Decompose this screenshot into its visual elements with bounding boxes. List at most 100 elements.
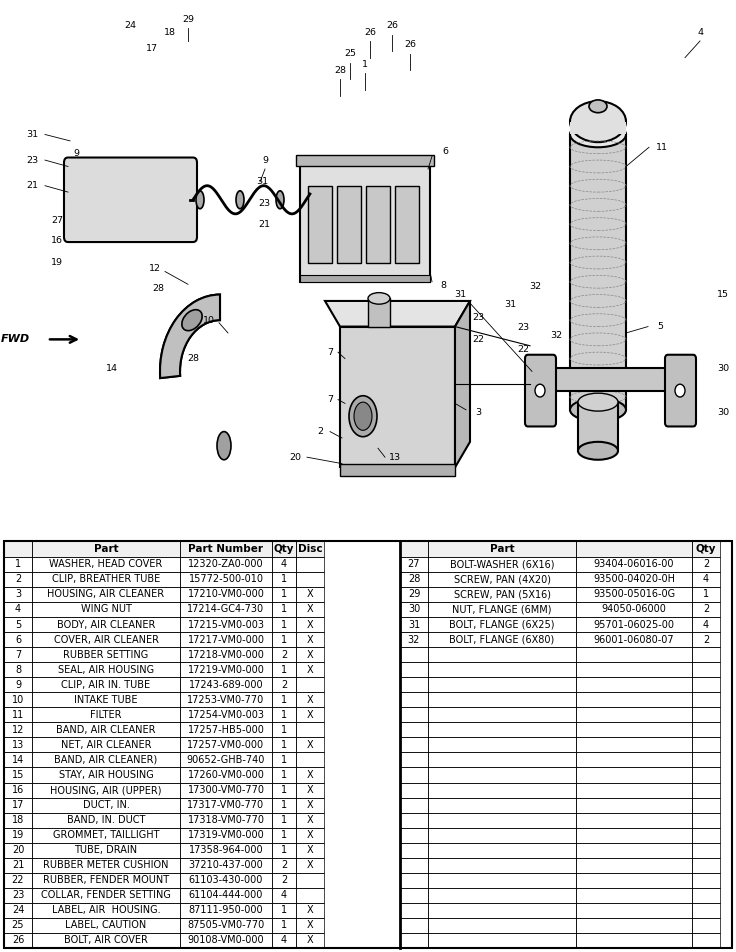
- Bar: [296, 587, 324, 602]
- Text: 8: 8: [440, 281, 446, 290]
- Text: 16: 16: [12, 785, 24, 795]
- Bar: [692, 873, 720, 888]
- Text: 17210-VM0-000: 17210-VM0-000: [188, 589, 264, 600]
- Bar: [400, 572, 428, 587]
- Bar: [428, 798, 576, 813]
- Ellipse shape: [182, 309, 202, 330]
- FancyBboxPatch shape: [337, 186, 361, 263]
- Bar: [4, 813, 32, 827]
- Bar: [428, 692, 576, 707]
- Text: Part: Part: [489, 544, 514, 554]
- Text: 28: 28: [187, 354, 199, 363]
- Bar: [272, 827, 296, 843]
- Bar: [180, 677, 272, 692]
- Bar: [296, 541, 324, 557]
- Text: SCREW, PAN (4X20): SCREW, PAN (4X20): [453, 574, 551, 585]
- Text: 93500-05016-0G: 93500-05016-0G: [593, 589, 675, 600]
- Bar: [428, 707, 576, 723]
- Bar: [180, 541, 272, 557]
- Bar: [180, 663, 272, 677]
- Text: 32: 32: [550, 331, 562, 340]
- Text: BAND, AIR CLEANER: BAND, AIR CLEANER: [56, 724, 156, 735]
- Text: 22: 22: [472, 335, 484, 344]
- Bar: [272, 767, 296, 783]
- FancyBboxPatch shape: [300, 160, 430, 282]
- Bar: [576, 783, 692, 798]
- Text: 17243-689-000: 17243-689-000: [188, 680, 263, 689]
- Bar: [296, 541, 324, 557]
- Text: 31: 31: [256, 177, 268, 187]
- Text: 25: 25: [344, 50, 356, 58]
- Bar: [400, 541, 428, 557]
- Bar: [428, 752, 576, 767]
- Bar: [32, 572, 180, 587]
- Text: 31: 31: [454, 290, 466, 299]
- Bar: [32, 617, 180, 632]
- Ellipse shape: [349, 396, 377, 437]
- Bar: [428, 632, 576, 647]
- Text: 20: 20: [289, 453, 301, 462]
- Bar: [428, 767, 576, 783]
- Bar: [692, 587, 720, 602]
- Bar: [576, 723, 692, 738]
- Text: 61103-430-000: 61103-430-000: [189, 875, 263, 885]
- Bar: [32, 557, 180, 572]
- Bar: [428, 888, 576, 902]
- Bar: [296, 783, 324, 798]
- Bar: [296, 858, 324, 873]
- Text: X: X: [307, 695, 314, 704]
- Bar: [368, 298, 390, 327]
- Bar: [428, 587, 576, 602]
- Text: TUBE, DRAIN: TUBE, DRAIN: [74, 845, 138, 855]
- Bar: [180, 707, 272, 723]
- Text: 13: 13: [12, 740, 24, 750]
- Bar: [4, 723, 32, 738]
- Text: 2: 2: [281, 861, 287, 870]
- Text: SCREW, PAN (5X16): SCREW, PAN (5X16): [453, 589, 551, 600]
- Bar: [272, 738, 296, 752]
- Text: STAY, AIR HOUSING: STAY, AIR HOUSING: [59, 770, 153, 780]
- Bar: [428, 873, 576, 888]
- Bar: [576, 902, 692, 918]
- Bar: [576, 602, 692, 617]
- Text: 95701-06025-00: 95701-06025-00: [593, 620, 674, 629]
- Bar: [272, 888, 296, 902]
- Bar: [400, 723, 428, 738]
- Bar: [32, 602, 180, 617]
- Bar: [692, 602, 720, 617]
- Bar: [692, 902, 720, 918]
- Text: BOLT-WASHER (6X16): BOLT-WASHER (6X16): [450, 560, 554, 569]
- Bar: [4, 663, 32, 677]
- Text: 12: 12: [12, 724, 24, 735]
- Bar: [576, 692, 692, 707]
- Bar: [692, 902, 720, 918]
- Text: 5: 5: [15, 620, 21, 629]
- Bar: [296, 933, 324, 948]
- Polygon shape: [325, 301, 470, 327]
- Bar: [400, 813, 428, 827]
- Text: 1: 1: [281, 635, 287, 645]
- Bar: [180, 813, 272, 827]
- Text: X: X: [307, 649, 314, 660]
- Text: 27: 27: [408, 560, 420, 569]
- Bar: [296, 918, 324, 933]
- Text: X: X: [307, 845, 314, 855]
- Bar: [32, 723, 180, 738]
- Bar: [340, 464, 455, 476]
- Bar: [576, 723, 692, 738]
- Bar: [576, 632, 692, 647]
- Text: X: X: [307, 785, 314, 795]
- Bar: [180, 858, 272, 873]
- Bar: [400, 677, 428, 692]
- Bar: [4, 918, 32, 933]
- Bar: [4, 587, 32, 602]
- Bar: [272, 902, 296, 918]
- Ellipse shape: [236, 190, 244, 208]
- Bar: [576, 888, 692, 902]
- Bar: [272, 541, 296, 557]
- Bar: [180, 541, 272, 557]
- Text: 24: 24: [124, 21, 136, 30]
- Text: BOLT, AIR COVER: BOLT, AIR COVER: [64, 936, 148, 945]
- Text: X: X: [307, 710, 314, 720]
- Bar: [400, 888, 428, 902]
